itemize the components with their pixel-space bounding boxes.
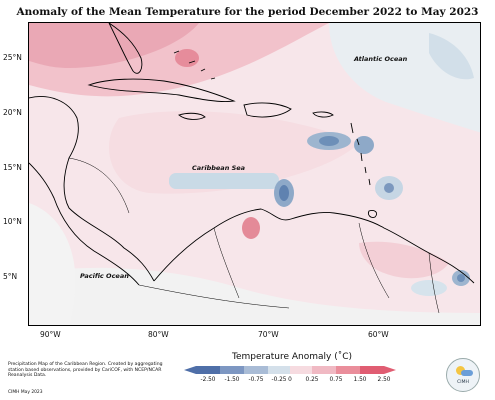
lat-tick-5n: 5°N xyxy=(3,272,18,281)
coastline-south-america xyxy=(153,208,475,284)
border-colombia-south xyxy=(138,284,290,309)
legend-bin xyxy=(336,366,360,374)
logo-text: CIMH xyxy=(457,380,469,385)
coastline-bahamas xyxy=(173,50,216,80)
strong-cool-anomaly-puerto-rico xyxy=(319,136,339,146)
warm-anomaly-venezuela xyxy=(242,217,260,239)
legend-bin xyxy=(360,366,384,374)
copyright-text: CIMH May 2023 xyxy=(8,390,43,395)
coastline-pacific xyxy=(29,162,140,286)
warm-anomaly-bahamas xyxy=(175,49,199,67)
legend-tick: 0 xyxy=(288,377,292,383)
coastline-trinidad xyxy=(368,210,378,218)
anomaly-map xyxy=(29,23,480,325)
coastline-florida xyxy=(108,23,143,74)
border-guyana-suriname xyxy=(428,252,440,314)
lon-tick-80w: 80°W xyxy=(148,330,169,339)
credits-text: Precipitation Map of the Caribbean Regio… xyxy=(8,362,163,379)
lat-tick-10n: 10°N xyxy=(3,217,22,226)
map-frame: Atlantic Ocean Caribbean Sea Pacific Oce… xyxy=(28,22,481,326)
cool-anomaly-antilles xyxy=(354,136,374,154)
legend-tick: -0.25 xyxy=(271,377,287,383)
legend-arrow-right xyxy=(384,366,396,374)
cloud-icon xyxy=(461,370,473,376)
legend-bin xyxy=(196,366,220,374)
legend-arrow-left xyxy=(184,366,196,374)
legend-tick: -2.50 xyxy=(200,377,216,383)
border-central-america xyxy=(68,157,130,214)
atlantic-ocean-label: Atlantic Ocean xyxy=(354,55,408,63)
coastline-cuba xyxy=(87,78,236,102)
coastline-lesser-antilles xyxy=(350,122,371,186)
lon-tick-90w: 90°W xyxy=(40,330,61,339)
legend-tick: 0.75 xyxy=(329,377,343,383)
cool-anomaly-south xyxy=(411,280,447,296)
legend-tick: 0.25 xyxy=(305,377,319,383)
coastline-central-america xyxy=(29,96,155,282)
coastlines xyxy=(29,23,475,286)
legend-bin xyxy=(290,366,312,374)
neutral-area-pacific xyxy=(29,203,76,325)
sun-icon xyxy=(456,366,465,375)
lon-tick-60w: 60°W xyxy=(368,330,389,339)
lat-tick-25n: 25°N xyxy=(3,53,22,62)
country-borders xyxy=(68,157,440,314)
strong-cool-anomaly-windward xyxy=(384,183,394,193)
warm-anomaly-caribbean xyxy=(109,111,359,194)
cimh-logo: CIMH xyxy=(446,358,480,392)
lon-tick-70w: 70°W xyxy=(258,330,279,339)
lat-tick-20n: 20°N xyxy=(3,108,22,117)
legend-tick: -0.75 xyxy=(248,377,264,383)
cool-patch-atlantic xyxy=(429,33,474,80)
coastline-jamaica xyxy=(178,112,206,120)
coastline-hispaniola xyxy=(243,102,292,118)
map-title: Anomaly of the Mean Temperature for the … xyxy=(16,6,479,18)
strong-warm-anomaly-gulf xyxy=(29,23,199,68)
border-venezuela-guyana xyxy=(358,222,390,299)
warm-anomaly-guianas xyxy=(359,241,449,279)
legend-labels: -2.50 -1.50 -0.75 -0.25 0 0.25 0.75 1.50… xyxy=(184,377,396,387)
legend-title: Temperature Anomaly (˚C) xyxy=(232,352,353,362)
coastline-puerto-rico xyxy=(312,111,334,118)
cool-band-caribbean xyxy=(169,173,279,189)
legend-tick: 2.50 xyxy=(377,377,391,383)
legend-bin xyxy=(312,366,336,374)
legend-tick: -1.50 xyxy=(224,377,240,383)
lat-tick-15n: 15°N xyxy=(3,163,22,172)
neutral-area-south xyxy=(29,267,480,325)
legend-tick: 1.50 xyxy=(353,377,367,383)
strong-cool-anomaly-guiana xyxy=(457,274,465,282)
caribbean-sea-label: Caribbean Sea xyxy=(192,164,246,172)
strong-cool-anomaly-curacao xyxy=(279,185,289,201)
legend-bin xyxy=(220,366,244,374)
legend-bin xyxy=(244,366,268,374)
legend-bin xyxy=(268,366,290,374)
border-colombia-venezuela xyxy=(213,227,240,299)
pacific-ocean-label: Pacific Ocean xyxy=(80,272,129,280)
legend-colorbar xyxy=(184,366,396,374)
